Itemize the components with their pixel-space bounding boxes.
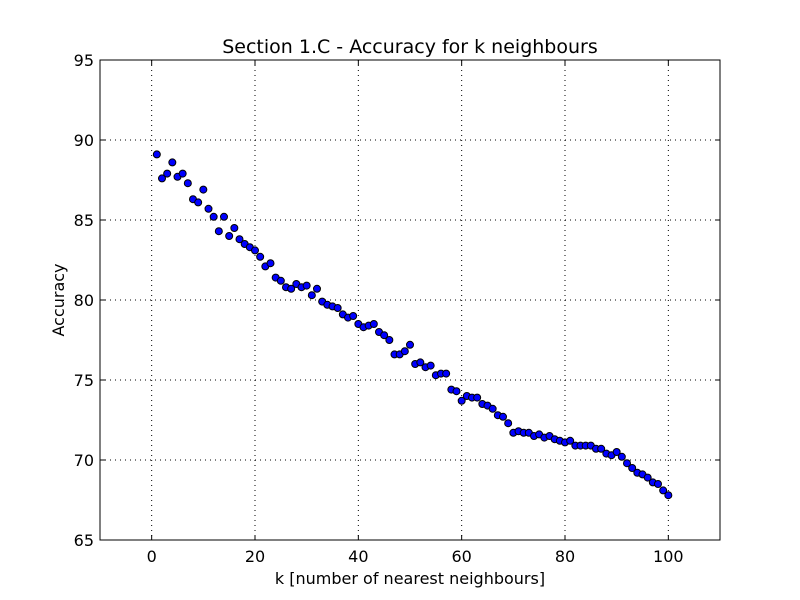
- y-tick-label: 70: [74, 451, 94, 470]
- scatter-point: [220, 212, 228, 221]
- scatter-point: [163, 169, 172, 178]
- scatter-point: [426, 361, 435, 370]
- y-axis-label: Accuracy: [49, 263, 68, 336]
- tick-labels: 0 20 40 60 80 100 65 70 75 80 85 90 95: [74, 51, 684, 566]
- scatter-point: [168, 158, 177, 167]
- x-tick-label: 60: [451, 547, 471, 566]
- scatter-point: [380, 331, 389, 340]
- scatter-point: [385, 336, 394, 344]
- y-tick-label: 65: [74, 531, 94, 550]
- scatter-point: [442, 369, 451, 378]
- scatter-point: [183, 179, 192, 188]
- scatter-point: [194, 198, 203, 207]
- plot-border: [99, 59, 721, 541]
- scatter-point: [623, 459, 631, 468]
- scatter-point: [276, 276, 285, 285]
- scatter-point: [199, 185, 208, 194]
- y-tick-label: 90: [74, 131, 94, 150]
- scatter-point: [204, 204, 213, 213]
- scatter-point: [178, 169, 187, 178]
- y-tick-label: 95: [74, 51, 94, 70]
- x-tick-label: 40: [348, 547, 368, 566]
- scatter-point: [307, 291, 316, 300]
- scatter-point: [333, 304, 342, 312]
- scatter-point: [654, 480, 662, 488]
- scatter-point: [457, 396, 466, 405]
- x-tick-label: 100: [653, 547, 684, 566]
- scatter-point: [214, 227, 223, 236]
- scatter-point: [235, 235, 244, 244]
- scatter-point: [369, 320, 378, 328]
- scatter-point: [504, 419, 513, 428]
- scatter-point: [349, 312, 358, 320]
- scatter-point: [499, 412, 507, 421]
- scatter-point: [209, 212, 218, 221]
- scatter-point: [643, 473, 652, 482]
- scatter-point: [251, 246, 259, 255]
- scatter-point: [416, 358, 425, 367]
- scatter-point: [287, 284, 296, 293]
- scatter-point: [628, 464, 637, 472]
- scatter-point: [452, 387, 461, 396]
- scatter-point: [617, 452, 626, 461]
- scatter-point: [256, 252, 265, 261]
- y-tick-label: 80: [74, 291, 94, 310]
- scatter-point: [597, 444, 606, 453]
- scatter-point: [313, 284, 321, 293]
- data-points: [152, 150, 673, 500]
- x-tick-label: 20: [245, 547, 265, 566]
- scatter-point: [158, 174, 166, 183]
- x-tick-label: 0: [147, 547, 157, 566]
- scatter-point: [266, 259, 275, 268]
- scatter-point: [488, 404, 497, 413]
- scatter-point: [659, 486, 668, 495]
- scatter-point: [406, 340, 414, 349]
- x-axis-label: k [number of nearest neighbours]: [275, 569, 545, 588]
- scatter-point: [230, 224, 239, 232]
- scatter-point: [664, 491, 673, 500]
- y-tick-label: 75: [74, 371, 94, 390]
- chart-title: Section 1.C - Accuracy for k neighbours: [222, 36, 598, 58]
- y-tick-label: 85: [74, 211, 94, 230]
- scatter-point: [566, 436, 575, 445]
- scatter-point: [302, 281, 311, 290]
- scatter-point: [152, 150, 161, 159]
- scatter-point: [400, 347, 409, 356]
- scatter-point: [612, 448, 621, 456]
- scatter-point: [225, 232, 234, 240]
- scatter-point: [473, 393, 482, 402]
- x-tick-label: 80: [555, 547, 575, 566]
